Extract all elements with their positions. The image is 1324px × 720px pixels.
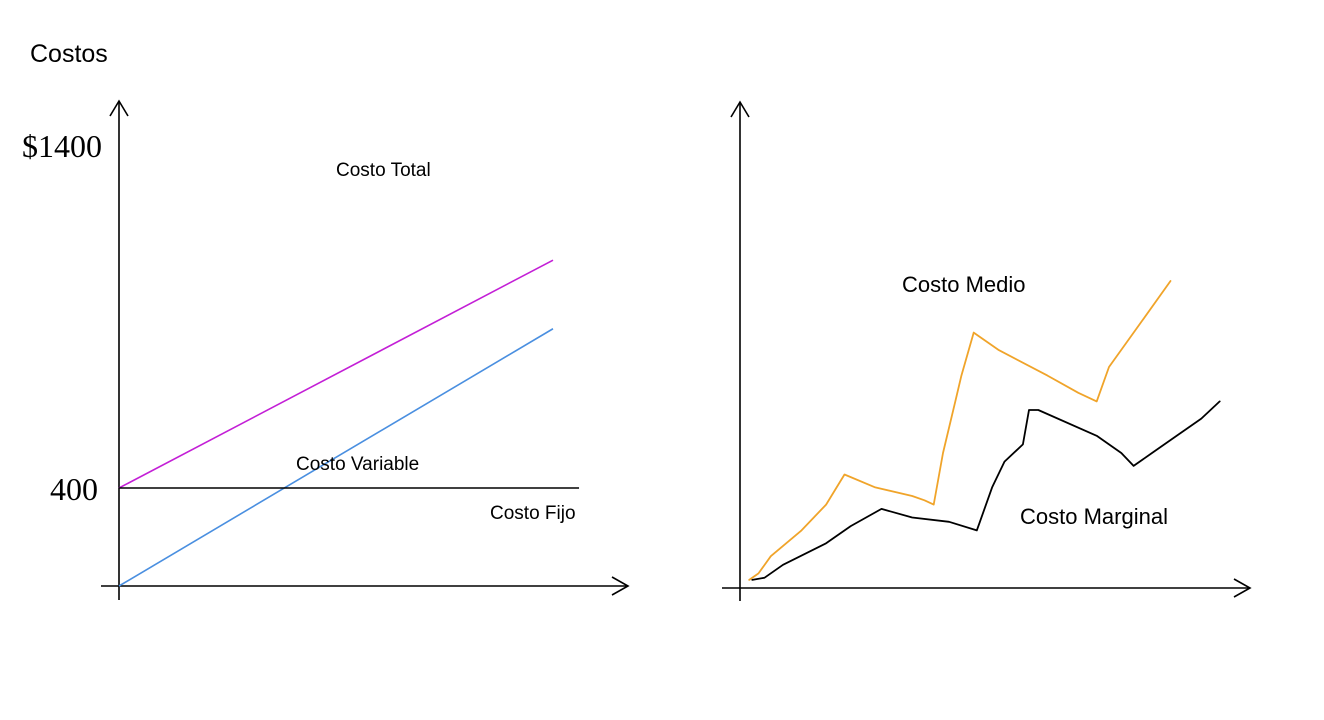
series-label-costo-variable: Costo Variable bbox=[296, 454, 419, 475]
right-chart: Costo Medio Costo Marginal bbox=[722, 100, 1252, 601]
series-line-costo-marginal bbox=[751, 400, 1221, 581]
left-chart: Costos $1400 400 Costo Total Costo Varia… bbox=[22, 40, 630, 600]
right-x-axis-arrowhead bbox=[1233, 578, 1252, 598]
series-line-costo-variable bbox=[118, 328, 554, 587]
chart-title: Costos bbox=[30, 40, 108, 68]
right-y-axis-arrowhead bbox=[730, 100, 750, 118]
series-line-costo-total bbox=[118, 259, 554, 489]
left-y-axis-arrowhead bbox=[109, 99, 129, 117]
series-label-costo-fijo: Costo Fijo bbox=[490, 503, 576, 524]
series-label-costo-medio: Costo Medio bbox=[902, 272, 1026, 297]
left-x-axis-arrowhead bbox=[611, 576, 630, 596]
series-line-costo-medio bbox=[748, 280, 1172, 581]
ytick-label-1400: $1400 bbox=[22, 128, 102, 164]
series-label-costo-marginal: Costo Marginal bbox=[1020, 504, 1168, 529]
series-label-costo-total: Costo Total bbox=[336, 160, 431, 181]
ytick-label-400: 400 bbox=[50, 471, 98, 507]
